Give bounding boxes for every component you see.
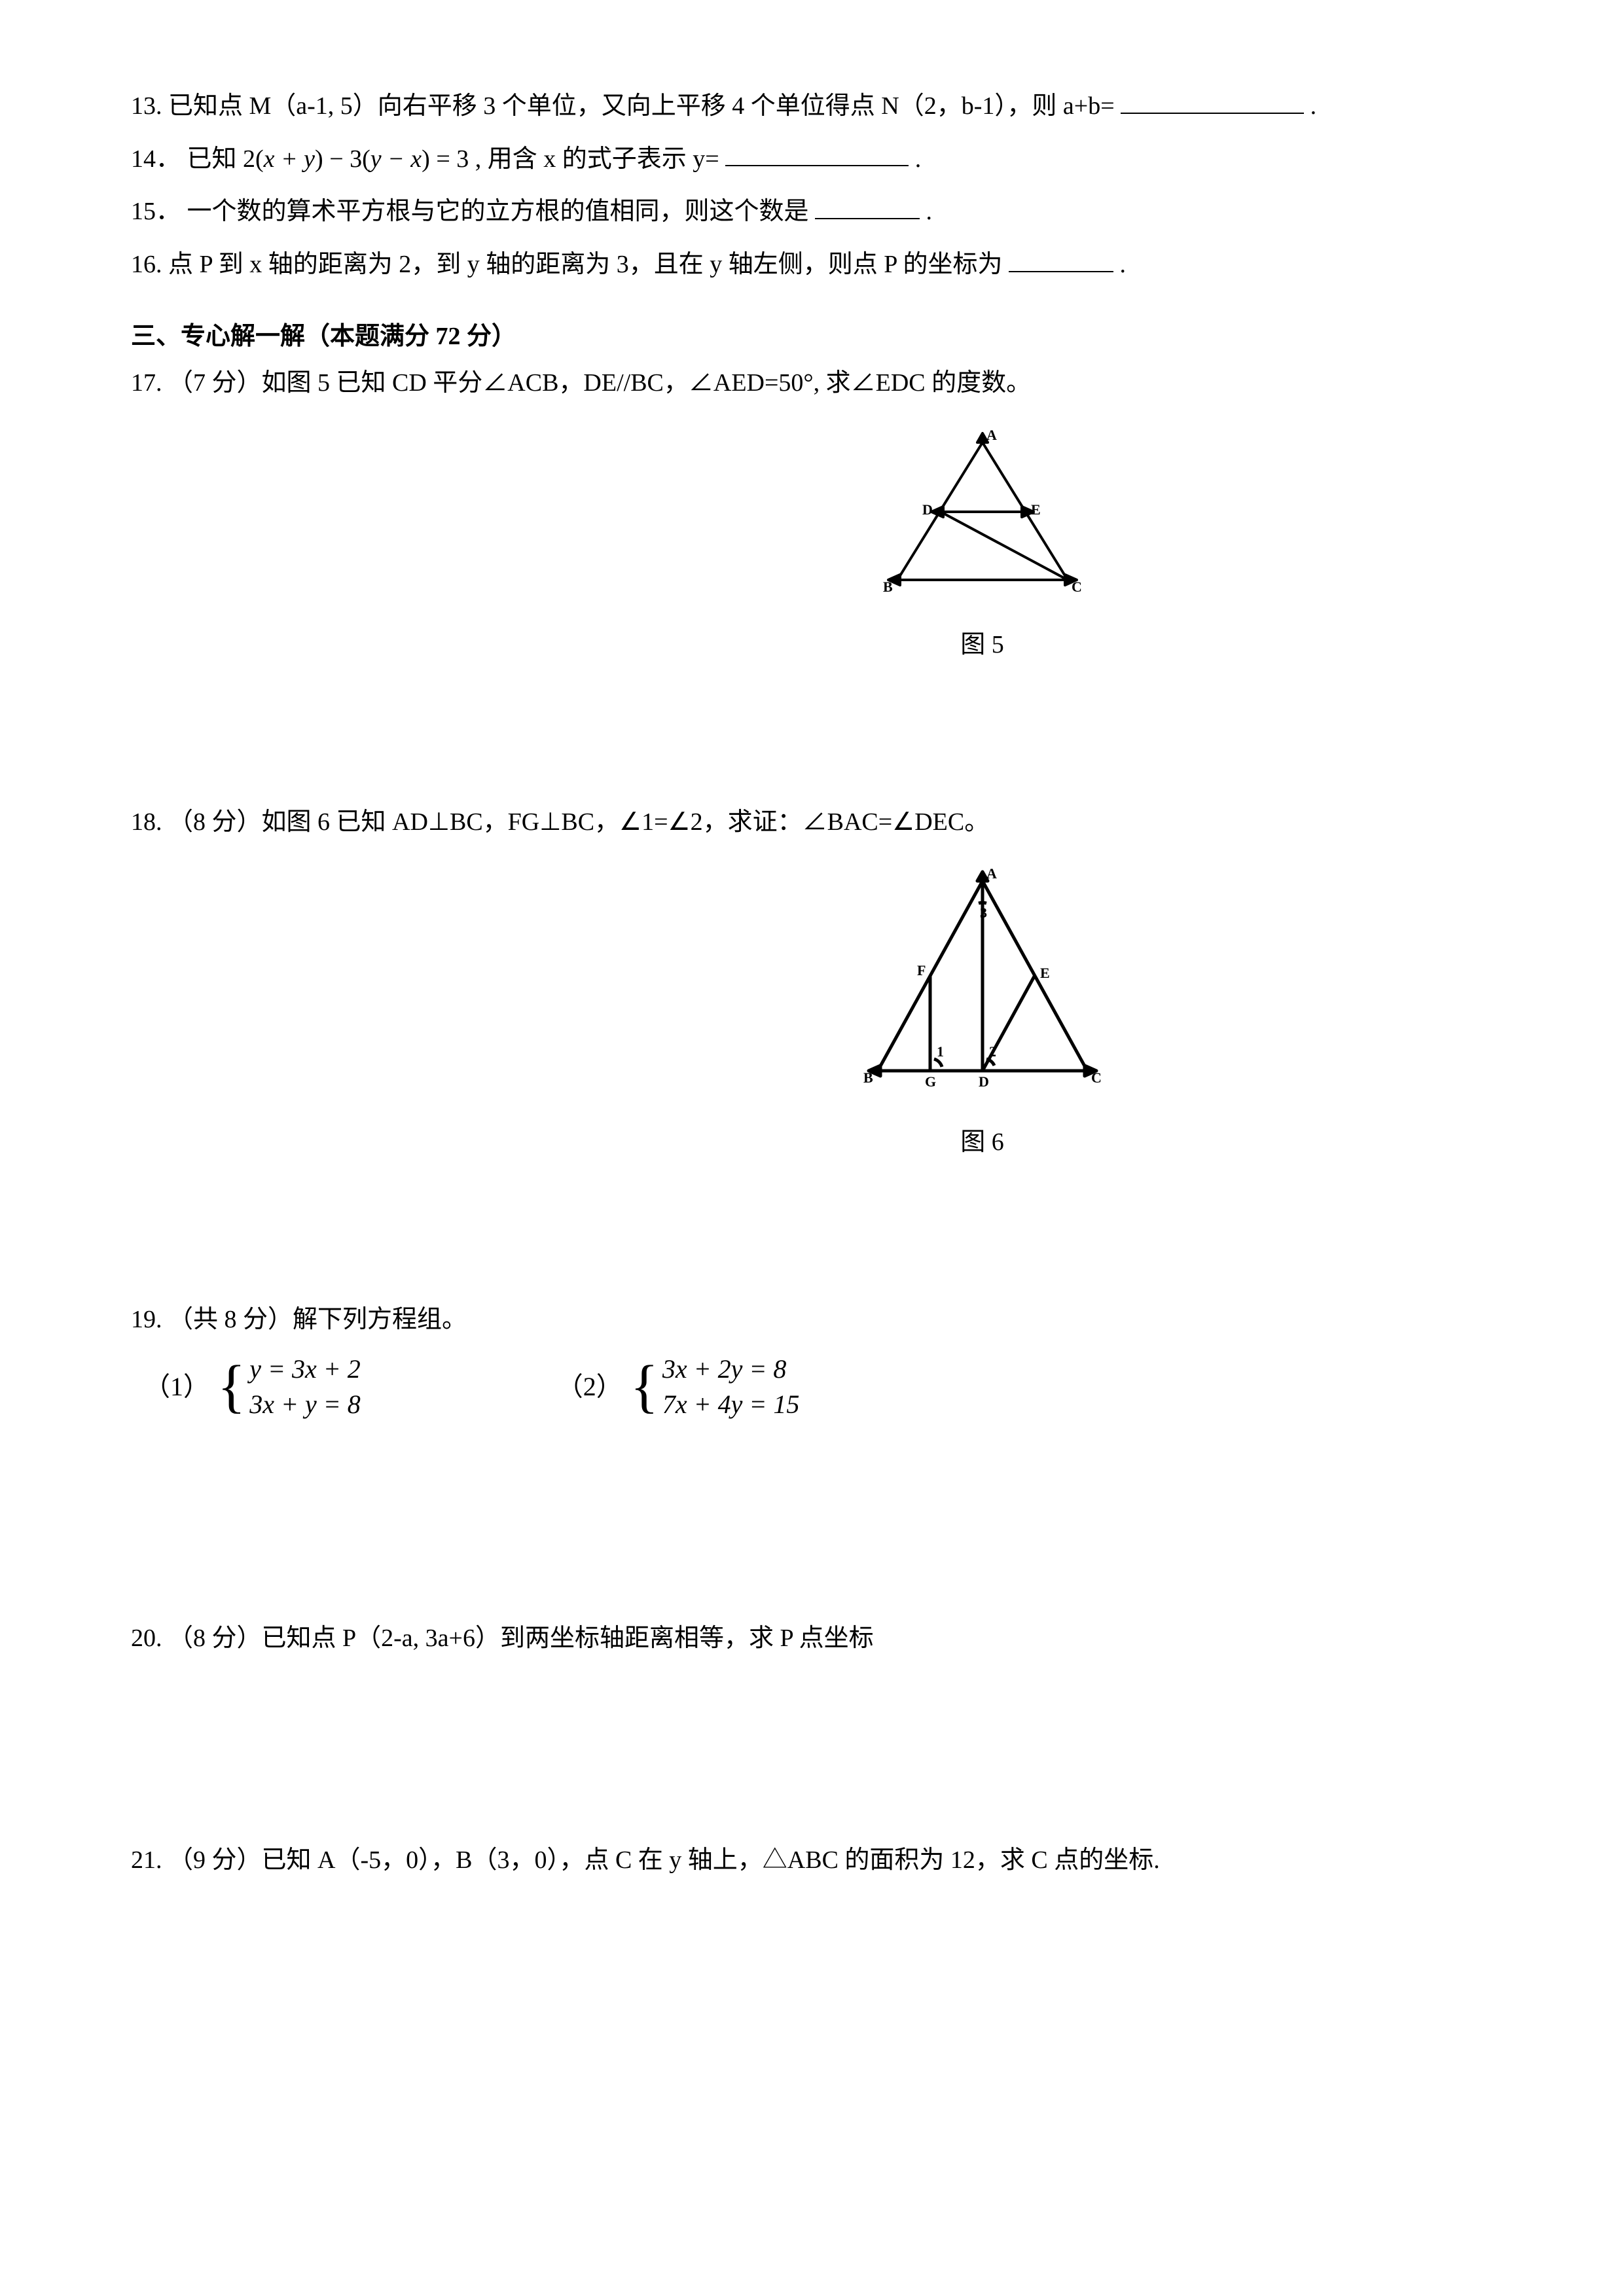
q15-num: 15． <box>131 198 181 225</box>
q18-num: 18. <box>131 808 162 836</box>
q14-text-c: ) = 3 , 用含 x 的式子表示 y= <box>422 145 719 172</box>
q19-num: 19. <box>131 1306 162 1333</box>
question-21: 21. （9 分）已知 A（-5，0），B（3，0），点 C 在 y 轴上，△A… <box>131 1840 1493 1880</box>
question-19: 19. （共 8 分）解下列方程组。 <box>131 1300 1493 1340</box>
q21-num: 21. <box>131 1846 162 1874</box>
q13-text-b: . <box>1310 92 1317 120</box>
figure-5-wrap: A B C D E 图 5 <box>471 429 1493 665</box>
q17-text: （7 分）如图 5 已知 CD 平分∠ACB，DE//BC，∠AED=50°, … <box>168 369 1031 397</box>
q21-text: （9 分）已知 A（-5，0），B（3，0），点 C 在 y 轴上，△ABC 的… <box>168 1846 1160 1874</box>
q19-p2-l1: 3x + 2y = 8 <box>662 1352 800 1387</box>
figure-6-svg: A B C D G F E 1 2 3 <box>858 868 1107 1097</box>
q19-part-1: （1） { y = 3x + 2 3x + y = 8 <box>144 1352 361 1422</box>
fig5-label-c: C <box>1072 579 1082 595</box>
fig5-label-b: B <box>883 579 893 595</box>
q13-blank <box>1121 85 1304 114</box>
figure-6-caption: 图 6 <box>471 1122 1493 1162</box>
q15-text-a: 一个数的算术平方根与它的立方根的值相同，则这个数是 <box>187 198 809 225</box>
figure-5-caption: 图 5 <box>471 625 1493 665</box>
brace-icon: { <box>217 1357 245 1416</box>
q16-blank <box>1009 243 1113 272</box>
fig6-label-f: F <box>917 962 926 978</box>
q15-blank <box>815 190 920 219</box>
fig6-label-a: A <box>986 868 997 882</box>
q19-part-2: （2） { 3x + 2y = 8 7x + 4y = 15 <box>557 1352 800 1422</box>
fig5-label-a: A <box>986 429 997 443</box>
q16-num: 16. <box>131 251 162 278</box>
fig6-ang2: 2 <box>989 1043 996 1060</box>
q14-text-b: ) − 3( <box>315 145 370 172</box>
q20-num: 20. <box>131 1624 162 1652</box>
fig6-ang3: 3 <box>980 905 987 921</box>
q19-text: （共 8 分）解下列方程组。 <box>168 1306 467 1333</box>
q19-p2-label: （2） <box>557 1366 623 1408</box>
question-14: 14． 已知 2(x + y) − 3(y − x) = 3 , 用含 x 的式… <box>131 138 1493 179</box>
fig6-label-e: E <box>1040 965 1050 981</box>
q14-yx: y − x <box>370 145 422 172</box>
figure-6-wrap: A B C D G F E 1 2 3 图 6 <box>471 868 1493 1162</box>
question-13: 13. 已知点 M（a-1, 5）向右平移 3 个单位，又向上平移 4 个单位得… <box>131 85 1493 126</box>
q19-p2-l2: 7x + 4y = 15 <box>662 1387 800 1422</box>
question-20: 20. （8 分）已知点 P（2-a, 3a+6）到两坐标轴距离相等，求 P 点… <box>131 1619 1493 1659</box>
fig5-label-e: E <box>1031 501 1041 518</box>
fig6-label-d: D <box>979 1073 989 1090</box>
q16-text-a: 点 P 到 x 轴的距离为 2，到 y 轴的距离为 3，且在 y 轴左侧，则点 … <box>168 251 1002 278</box>
question-15: 15． 一个数的算术平方根与它的立方根的值相同，则这个数是 . <box>131 190 1493 232</box>
fig6-label-b: B <box>863 1069 873 1086</box>
section-3-title: 三、专心解一解（本题满分 72 分） <box>131 317 1493 357</box>
question-16: 16. 点 P 到 x 轴的距离为 2，到 y 轴的距离为 3，且在 y 轴左侧… <box>131 243 1493 285</box>
figure-5-svg: A B C D E <box>871 429 1094 600</box>
fig6-label-g: G <box>925 1073 936 1090</box>
q14-num: 14． <box>131 145 181 172</box>
brace-icon: { <box>630 1357 659 1416</box>
q16-text-b: . <box>1119 251 1126 278</box>
fig6-ang1: 1 <box>937 1043 944 1060</box>
q15-text-b: . <box>926 198 933 225</box>
fig6-label-c: C <box>1091 1069 1102 1086</box>
q17-num: 17. <box>131 369 162 397</box>
q20-text: （8 分）已知点 P（2-a, 3a+6）到两坐标轴距离相等，求 P 点坐标 <box>168 1624 874 1652</box>
q18-text: （8 分）如图 6 已知 AD⊥BC，FG⊥BC，∠1=∠2，求证：∠BAC=∠… <box>168 808 989 836</box>
q13-num: 13. <box>131 92 162 120</box>
fig5-label-d: D <box>922 501 933 518</box>
q14-text-d: . <box>915 145 922 172</box>
q19-p1-label: （1） <box>144 1366 209 1408</box>
q19-equations: （1） { y = 3x + 2 3x + y = 8 （2） { 3x + 2… <box>144 1352 1493 1422</box>
q14-text-a: 已知 2( <box>187 145 264 172</box>
q19-p1-l1: y = 3x + 2 <box>249 1352 361 1387</box>
q14-blank <box>725 138 909 167</box>
q13-text-a: 已知点 M（a-1, 5）向右平移 3 个单位，又向上平移 4 个单位得点 N（… <box>168 92 1115 120</box>
q19-p1-l2: 3x + y = 8 <box>249 1387 361 1422</box>
q14-xy: x + y <box>264 145 315 172</box>
question-18: 18. （8 分）如图 6 已知 AD⊥BC，FG⊥BC，∠1=∠2，求证：∠B… <box>131 802 1493 842</box>
question-17: 17. （7 分）如图 5 已知 CD 平分∠ACB，DE//BC，∠AED=5… <box>131 363 1493 403</box>
